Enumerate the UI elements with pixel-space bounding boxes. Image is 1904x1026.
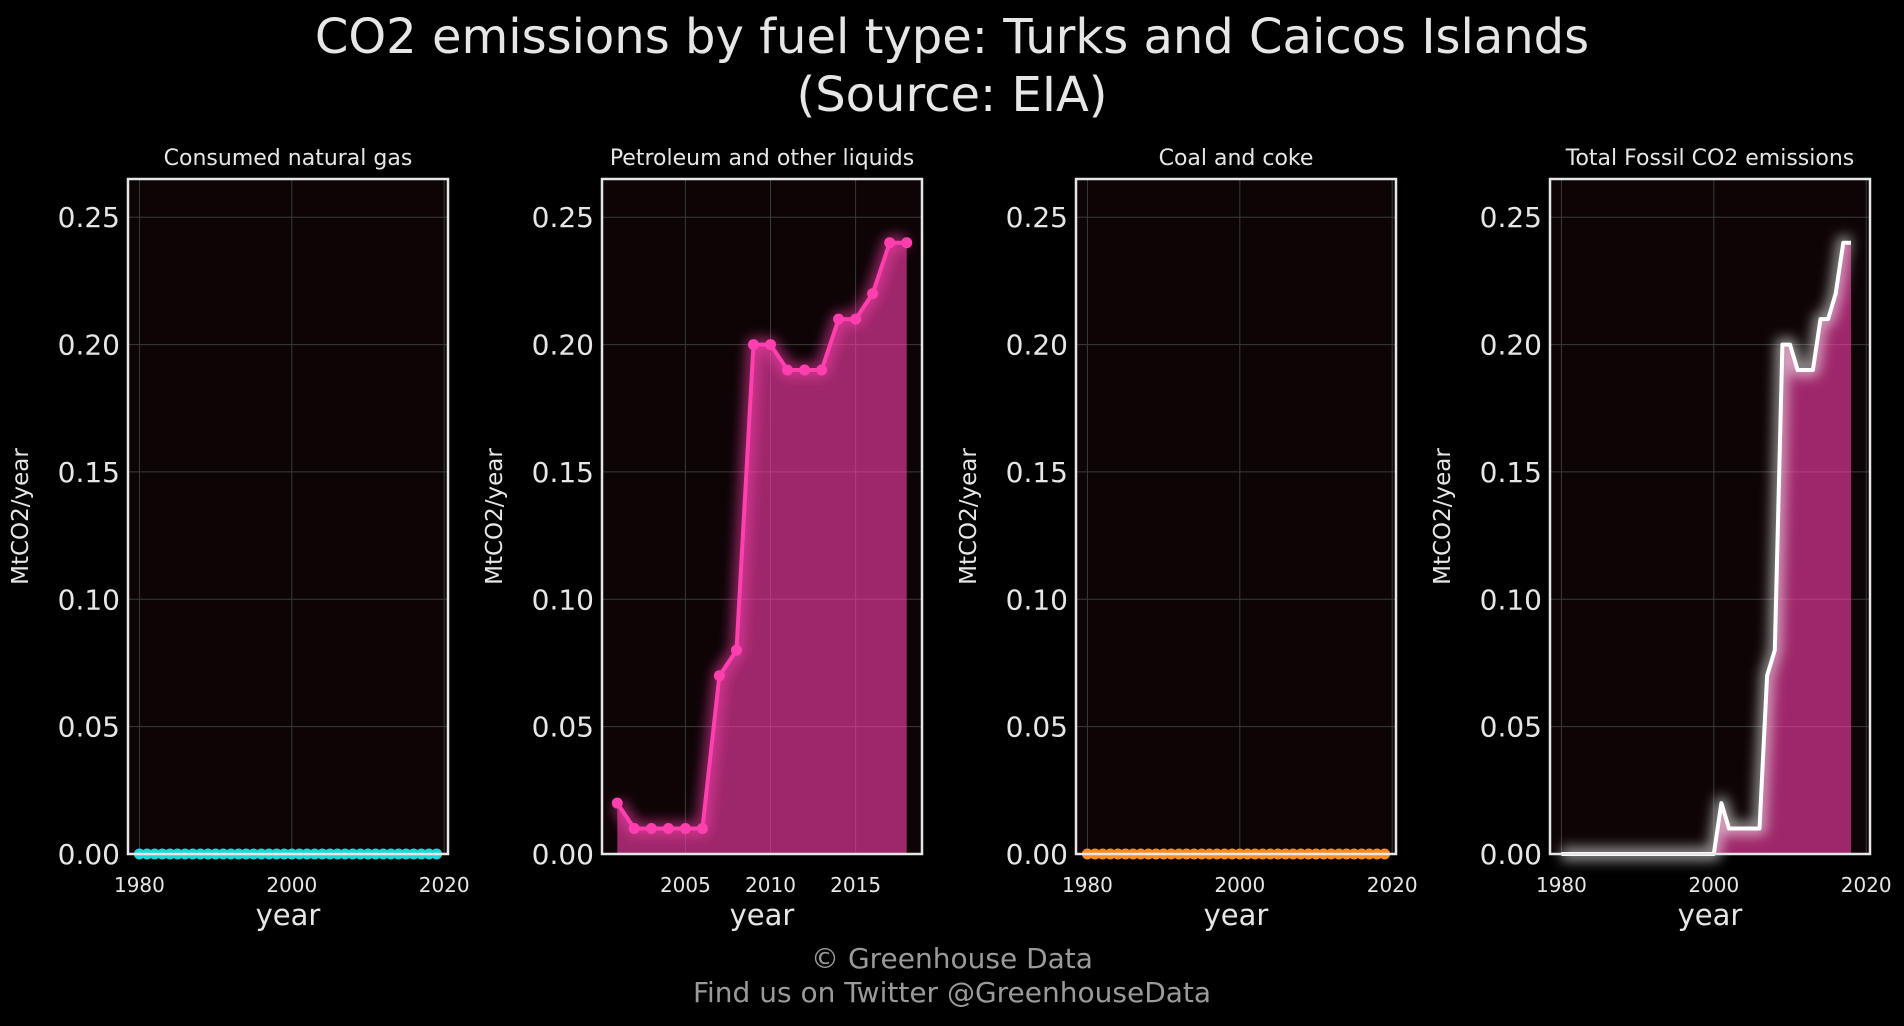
x-tick-label: 1980 [1062, 873, 1113, 897]
chart-title-line1: CO2 emissions by fuel type: Turks and Ca… [314, 9, 1590, 65]
data-point [833, 313, 845, 325]
data-point [611, 797, 623, 809]
y-tick-label: 0.25 [1480, 201, 1542, 234]
panel-2: 0.00 0.05 0.10 0.15 0.20 0.25 2005 2010 2015 Petr… [482, 146, 924, 932]
data-point [867, 288, 879, 300]
x-tick-label: 2010 [745, 873, 796, 897]
data-point [679, 823, 691, 834]
data-point [782, 364, 793, 376]
y-tick-label: 0.10 [1480, 583, 1542, 616]
data-point [645, 823, 657, 834]
chart-title-line2: (Source: EIA) [796, 67, 1108, 123]
y-tick-label: 0.00 [1006, 838, 1068, 871]
y-tick-label: 0.25 [58, 201, 120, 234]
data-point [765, 339, 776, 351]
x-axis-label: year [256, 898, 321, 932]
x-tick-label: 1980 [114, 873, 165, 897]
x-tick-label: 2000 [1214, 873, 1265, 897]
y-axis-label: MtCO2/year [8, 448, 34, 585]
y-tick-label: 0.15 [58, 456, 120, 489]
data-point [884, 237, 896, 249]
panel-1: 0.00 0.05 0.10 0.15 0.20 0.25 1980 2000 2020 Cons… [8, 146, 470, 932]
y-tick-label: 0.10 [58, 583, 120, 616]
series-area [1561, 242, 1851, 854]
plot-frame [1074, 177, 1398, 856]
y-tick-label: 0.20 [532, 329, 594, 362]
y-tick-label: 0.20 [58, 329, 120, 362]
data-point [713, 670, 725, 682]
data-point [731, 644, 742, 656]
data-point [696, 823, 708, 834]
y-tick-label: 0.15 [532, 456, 594, 489]
y-axis-label: MtCO2/year [482, 448, 508, 585]
data-point [662, 823, 674, 834]
x-tick-label: 1980 [1536, 873, 1587, 897]
data-point [628, 823, 640, 834]
footer-copyright: © Greenhouse Data [811, 942, 1093, 975]
x-tick-label: 2005 [660, 873, 711, 897]
y-tick-label: 0.15 [1480, 456, 1542, 489]
x-tick-label: 2020 [1841, 873, 1892, 897]
data-point [816, 364, 828, 376]
series-area [617, 242, 907, 854]
x-tick-label: 2000 [1688, 873, 1739, 897]
plot-frame [600, 177, 924, 856]
y-tick-label: 0.25 [532, 201, 594, 234]
x-axis-label: year [1204, 898, 1269, 932]
footer-credit: © Greenhouse Data Find us on Twitter @Gr… [0, 942, 1904, 1010]
x-axis-label: year [1678, 898, 1743, 932]
x-tick-label: 2020 [419, 873, 470, 897]
y-tick-label: 0.20 [1006, 329, 1068, 362]
y-tick-label: 0.00 [1480, 838, 1542, 871]
y-tick-label: 0.20 [1480, 329, 1542, 362]
panel-4: 0.00 0.05 0.10 0.15 0.20 0.25 1980 2000 2020 Tota… [1430, 146, 1892, 932]
plot-frame [1548, 177, 1872, 856]
y-tick-label: 0.10 [532, 583, 594, 616]
chart-title: CO2 emissions by fuel type: Turks and Ca… [0, 8, 1904, 124]
x-tick-label: 2015 [830, 873, 881, 897]
panel-title: Coal and coke [1159, 146, 1314, 171]
data-point [748, 339, 759, 351]
plot-background [128, 179, 448, 854]
y-tick-label: 0.05 [1480, 711, 1542, 744]
y-tick-label: 0.05 [58, 711, 120, 744]
panel-3: 0.00 0.05 0.10 0.15 0.20 0.25 1980 2000 2020 Coal… [956, 146, 1418, 932]
x-axis-label: year [730, 898, 795, 932]
plot-background [1076, 179, 1396, 854]
panel-title: Total Fossil CO2 emissions [1565, 146, 1855, 171]
footer-twitter: Find us on Twitter @GreenhouseData [692, 976, 1212, 1009]
y-axis-label: MtCO2/year [956, 448, 982, 585]
x-tick-label: 2000 [266, 873, 317, 897]
panel-title: Petroleum and other liquids [610, 146, 914, 171]
y-tick-label: 0.15 [1006, 456, 1068, 489]
y-axis-label: MtCO2/year [1430, 448, 1456, 585]
x-tick-label: 2020 [1367, 873, 1418, 897]
y-tick-label: 0.00 [58, 838, 120, 871]
y-tick-label: 0.05 [532, 711, 594, 744]
data-point [901, 237, 913, 249]
data-point [850, 313, 862, 325]
y-tick-label: 0.05 [1006, 711, 1068, 744]
panel-title: Consumed natural gas [164, 146, 413, 171]
plot-frame [126, 177, 450, 856]
y-tick-label: 0.00 [532, 838, 594, 871]
y-tick-label: 0.10 [1006, 583, 1068, 616]
data-point [799, 364, 811, 376]
y-tick-label: 0.25 [1006, 201, 1068, 234]
